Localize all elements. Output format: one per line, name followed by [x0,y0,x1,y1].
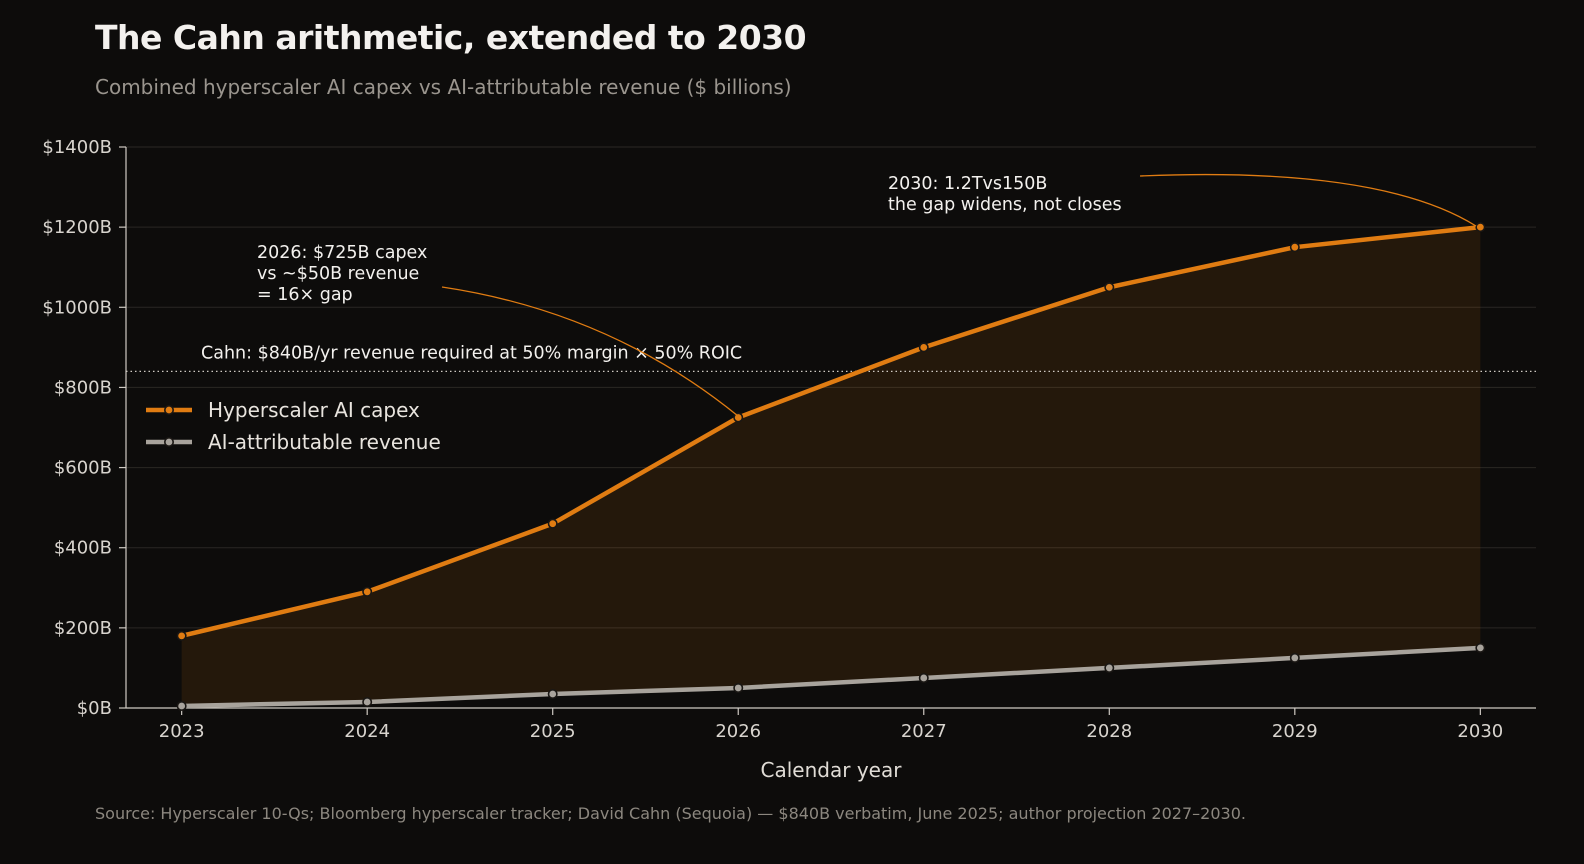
x-tick-label: 2030 [1457,721,1503,742]
data-point [1475,222,1486,233]
legend-item: Hyperscaler AI capex [146,398,420,422]
annotation-line: vs ~$50B revenue [257,264,419,284]
y-tick-label: $0B [77,698,112,719]
x-tick-label: 2028 [1086,721,1132,742]
annotation-line: 2026: $725B capex [257,243,427,263]
data-point [176,700,187,711]
data-point [547,518,558,529]
annotation-line: the gap widens, not closes [888,195,1122,215]
data-point [362,586,373,597]
series-line [179,224,1483,639]
data-point [733,682,744,693]
y-tick-label: $400B [54,538,112,559]
x-axis-ticks: 2023 2024 2025 2026 2027 2028 2029 2030 [159,708,1503,742]
legend-label: AI-attributable revenue [208,430,441,454]
data-point [176,630,187,641]
data-point [733,412,744,423]
series-1 [176,642,1486,711]
x-axis-title: Calendar year [761,758,903,782]
y-tick-label: $600B [54,458,112,479]
data-point [547,688,558,699]
y-tick-label: $1000B [42,297,112,318]
data-point [918,672,929,683]
annotation-line: 2030: 1.2Tvs150B [888,174,1047,194]
data-point [1475,642,1486,653]
data-point [918,342,929,353]
y-tick-label: $200B [54,618,112,639]
data-point [1104,282,1115,293]
gridlines [126,146,1536,629]
y-tick-label: $1200B [42,217,112,238]
chart-title: The Cahn arithmetic, extended to 2030 [95,18,807,57]
x-tick-label: 2025 [530,721,576,742]
x-tick-label: 2026 [715,721,761,742]
legend-swatch-marker [164,404,175,415]
annotation-arrow [441,286,739,417]
y-tick-label: $800B [54,377,112,398]
y-tick-label: $1400B [42,137,112,158]
series-line [179,645,1483,709]
annotation-line: = 16× gap [257,285,353,305]
x-tick-label: 2029 [1272,721,1318,742]
data-point [1289,652,1300,663]
legend: Hyperscaler AI capex AI-attributable reve… [146,398,441,454]
chart-subtitle: Combined hyperscaler AI capex vs AI-attr… [95,75,792,99]
data-point [1289,242,1300,253]
x-tick-label: 2023 [159,721,205,742]
reference-line-label: Cahn: $840B/yr revenue required at 50% m… [201,343,742,363]
legend-label: Hyperscaler AI capex [208,398,420,422]
data-point [1104,662,1115,673]
x-tick-label: 2024 [344,721,390,742]
legend-item: AI-attributable revenue [146,430,441,454]
source-note: Source: Hyperscaler 10-Qs; Bloomberg hyp… [95,804,1246,823]
annotation-arrow [1139,173,1477,227]
y-axis-ticks: $0B $200B $400B $600B $800B $1000B $1200B $1400… [42,137,126,719]
x-tick-label: 2027 [901,721,947,742]
series-0 [176,222,1486,641]
gap-fill-area [181,227,1481,706]
data-point [362,696,373,707]
legend-swatch-marker [164,436,175,447]
